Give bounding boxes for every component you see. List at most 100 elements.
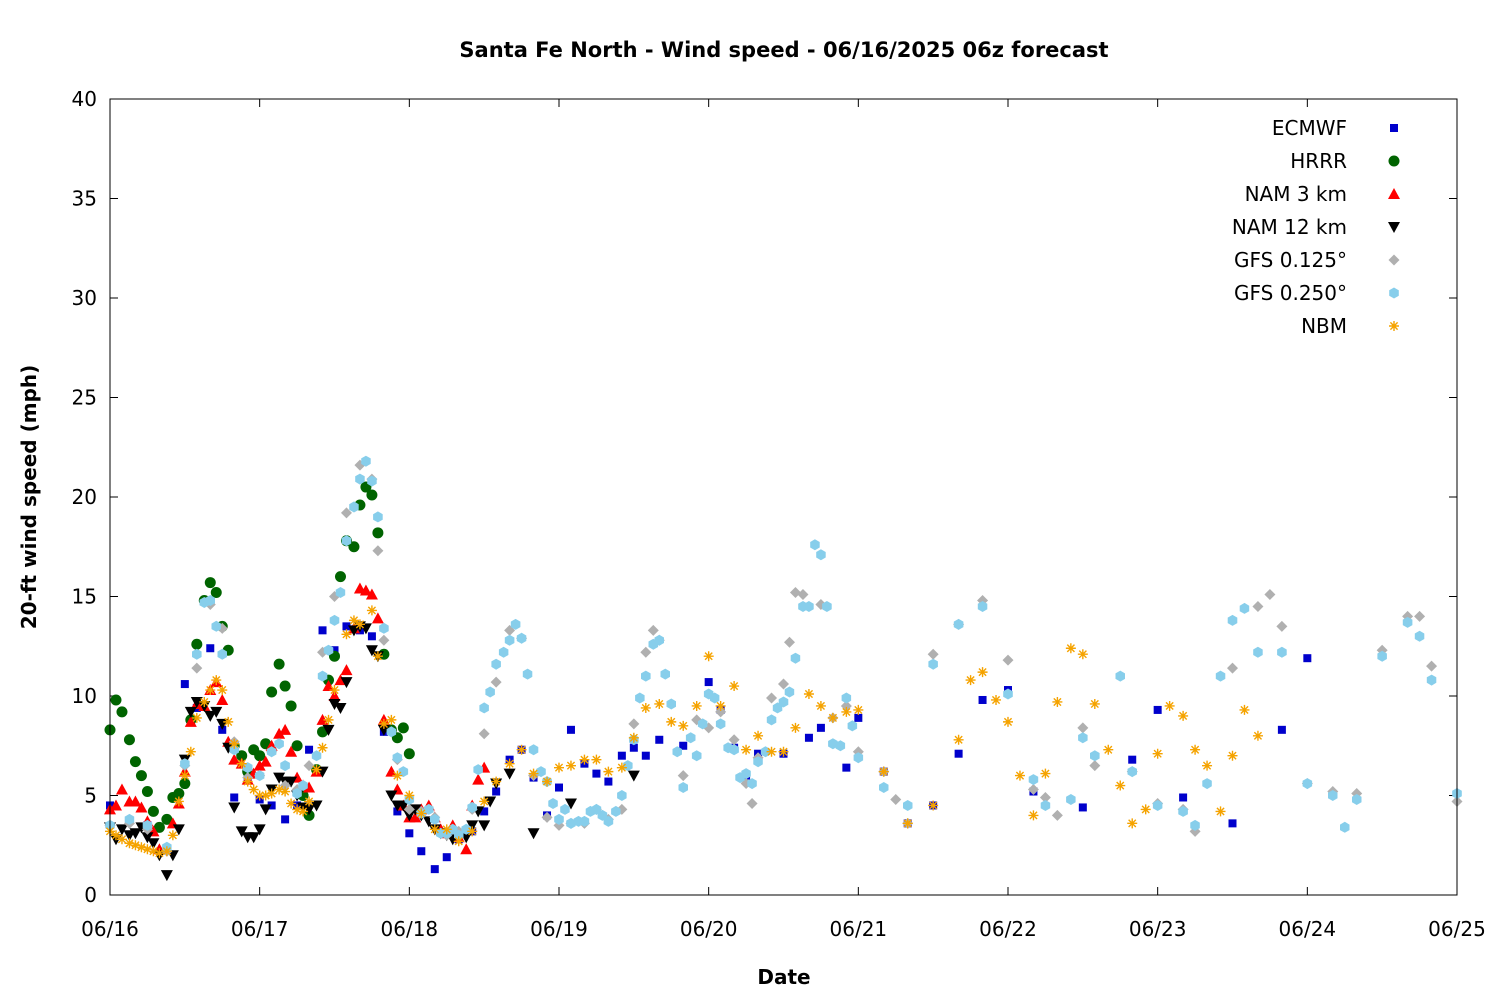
data-point [173,796,184,807]
data-point [1277,725,1286,734]
data-point [205,685,216,696]
data-point [1377,650,1387,662]
x-tick-label: 06/23 [1129,917,1187,941]
legend-marker [1388,222,1400,233]
data-point [404,790,415,801]
plot-points [104,455,1463,882]
data-point [341,629,352,640]
data-point [835,740,846,752]
data-point [1051,809,1063,821]
data-point [403,803,415,815]
legend-marker [1388,188,1400,199]
data-point [330,646,339,655]
data-point [804,733,813,742]
data-point [592,769,601,778]
data-point [542,776,553,787]
data-point [124,838,135,849]
data-point [280,786,291,797]
data-point [154,848,165,859]
data-point [367,632,376,641]
data-point [329,614,340,626]
data-point [691,700,702,711]
data-point [1002,654,1014,666]
data-point [1402,616,1413,628]
data-point [1414,630,1425,642]
data-point [285,745,298,757]
data-point [1227,614,1238,626]
data-point [405,829,414,838]
data-point [242,762,253,774]
data-point [392,752,403,764]
data-point [430,865,439,874]
data-point [253,824,266,836]
data-point [1264,589,1276,601]
data-point [172,824,185,836]
data-point [704,678,713,687]
data-point [204,577,216,589]
data-point [579,815,590,827]
data-point [453,836,464,847]
data-point [536,766,546,778]
data-point [417,847,426,856]
data-point [210,706,223,718]
data-point [318,626,327,635]
data-point [1426,660,1438,672]
data-point [853,704,864,715]
x-tick-label: 06/18 [381,917,439,941]
data-point [216,693,229,705]
legend-marker [1388,254,1400,266]
y-tick-label: 25 [72,386,97,410]
data-point [504,634,515,646]
data-point [179,778,191,790]
data-point [340,664,353,676]
data-point [266,746,277,758]
data-point [1179,793,1188,802]
data-point [135,770,147,782]
data-point [124,813,135,825]
data-point [1303,654,1312,663]
data-point [180,680,189,689]
data-point [153,821,165,833]
data-point [230,793,239,802]
data-point [248,784,259,795]
data-point [666,716,677,727]
data-point [715,700,726,711]
data-point [854,713,863,722]
data-point [491,776,502,787]
data-point [235,826,248,838]
data-point [217,685,228,696]
data-point [259,755,272,767]
data-point [685,732,696,744]
data-point [564,798,577,810]
chart-title: Santa Fe North - Wind speed - 06/16/2025… [459,38,1108,62]
data-point [467,801,477,813]
data-point [317,670,328,682]
data-point [654,698,665,709]
data-point [1239,704,1250,715]
data-point [403,810,416,822]
data-point [978,695,987,704]
data-point [1103,744,1114,755]
data-point [409,811,422,823]
data-point [442,853,451,862]
data-point [847,720,858,732]
data-point [335,587,346,598]
data-point [1252,600,1264,612]
x-axis-label: Date [757,965,810,989]
legend-label: ECMWF [1272,116,1347,140]
data-point [291,740,303,752]
data-point [173,788,185,800]
data-point [753,756,763,768]
data-point [548,798,558,809]
data-point [385,790,398,802]
data-point [1040,800,1051,811]
data-point [130,840,141,851]
data-point [1202,778,1212,790]
data-point [492,787,501,796]
data-point [473,764,483,776]
data-point [323,644,334,656]
data-point [503,768,516,780]
data-point [229,738,240,749]
data-point [253,759,266,771]
data-point [654,634,664,646]
